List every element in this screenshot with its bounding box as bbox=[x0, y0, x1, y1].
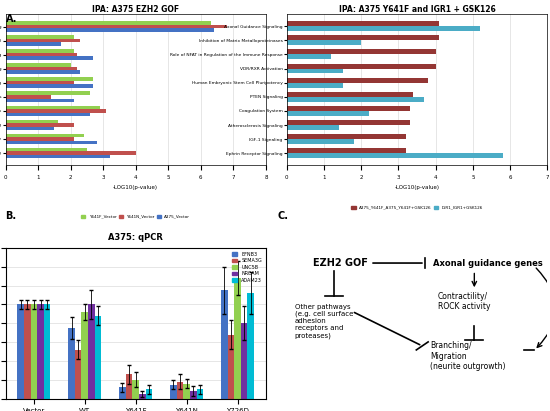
Bar bbox=[6, 63, 70, 67]
Bar bbox=[287, 49, 436, 54]
Bar bbox=[234, 278, 241, 399]
Bar bbox=[6, 155, 109, 158]
Bar bbox=[190, 391, 196, 399]
Title: IPA: A375 EZH2 GOF: IPA: A375 EZH2 GOF bbox=[92, 5, 179, 14]
Bar bbox=[6, 35, 74, 39]
Bar bbox=[133, 380, 139, 399]
Bar bbox=[287, 148, 406, 153]
Bar bbox=[6, 141, 97, 144]
Bar bbox=[287, 21, 439, 26]
Bar bbox=[6, 39, 80, 42]
X-axis label: -LOG10(p-value): -LOG10(p-value) bbox=[113, 185, 158, 190]
Bar bbox=[75, 350, 81, 399]
Bar bbox=[287, 64, 436, 69]
Bar bbox=[6, 67, 77, 70]
Text: A.: A. bbox=[6, 14, 17, 24]
Bar bbox=[6, 92, 90, 95]
Bar bbox=[228, 335, 234, 399]
Bar bbox=[6, 120, 58, 123]
Text: C.: C. bbox=[278, 211, 289, 221]
Bar bbox=[177, 382, 183, 399]
Text: B.: B. bbox=[6, 211, 16, 221]
Bar bbox=[18, 305, 24, 399]
Bar bbox=[170, 385, 177, 399]
Legend: EFNB3, SEMA3G, UNC5B, NRCAM, ADAM23: EFNB3, SEMA3G, UNC5B, NRCAM, ADAM23 bbox=[231, 250, 263, 284]
Text: EZH2 GOF: EZH2 GOF bbox=[313, 258, 368, 268]
Bar bbox=[146, 389, 152, 399]
Bar bbox=[287, 120, 410, 125]
Bar bbox=[6, 56, 94, 60]
Bar bbox=[37, 305, 44, 399]
Legend: Y641F_Vector, Y641N_Vector, A375_Vector: Y641F_Vector, Y641N_Vector, A375_Vector bbox=[80, 213, 192, 220]
Bar bbox=[6, 109, 107, 113]
Bar bbox=[126, 374, 133, 399]
Text: Contractility/
ROCK activity: Contractility/ ROCK activity bbox=[438, 292, 491, 311]
Bar bbox=[287, 83, 343, 88]
Bar bbox=[6, 95, 51, 99]
Bar bbox=[119, 388, 126, 399]
Bar bbox=[287, 97, 425, 102]
Legend: A375_Y641F_A375_Y641F+GSK126, IGR1_IGR1+GSK126: A375_Y641F_A375_Y641F+GSK126, IGR1_IGR1+… bbox=[350, 204, 484, 211]
Bar bbox=[287, 134, 406, 139]
Bar bbox=[6, 134, 84, 137]
Bar bbox=[287, 92, 413, 97]
Title: A375: qPCR: A375: qPCR bbox=[108, 233, 163, 242]
Bar bbox=[6, 99, 74, 102]
Bar bbox=[287, 40, 361, 45]
Bar bbox=[248, 293, 254, 399]
Bar bbox=[196, 389, 203, 399]
X-axis label: -LOG10(p-value): -LOG10(p-value) bbox=[394, 185, 439, 190]
Bar bbox=[6, 137, 74, 141]
Bar bbox=[6, 151, 136, 155]
Bar bbox=[88, 305, 95, 399]
Bar bbox=[6, 53, 77, 56]
Text: Branching/
Migration
(neurite outgrowth): Branching/ Migration (neurite outgrowth) bbox=[430, 342, 505, 371]
Bar bbox=[287, 106, 410, 111]
Bar bbox=[6, 42, 61, 46]
Bar bbox=[6, 49, 74, 53]
Bar bbox=[6, 28, 214, 32]
Bar bbox=[31, 305, 37, 399]
Title: IPA: A375 Y641F and IGR1 + GSK126: IPA: A375 Y641F and IGR1 + GSK126 bbox=[339, 5, 496, 14]
Bar bbox=[44, 305, 51, 399]
Bar bbox=[287, 35, 439, 40]
Bar bbox=[139, 394, 146, 399]
Bar bbox=[6, 113, 90, 116]
Bar bbox=[287, 26, 480, 31]
Bar bbox=[6, 21, 211, 25]
Bar bbox=[6, 123, 74, 127]
Bar bbox=[6, 81, 74, 85]
FancyArrowPatch shape bbox=[536, 268, 550, 347]
Bar bbox=[183, 383, 190, 399]
Bar bbox=[24, 305, 31, 399]
Bar bbox=[221, 290, 228, 399]
Text: Axonal guidance genes: Axonal guidance genes bbox=[433, 259, 542, 268]
Bar bbox=[95, 316, 101, 399]
Bar bbox=[287, 78, 428, 83]
Bar bbox=[287, 111, 368, 116]
Bar bbox=[6, 77, 94, 81]
Bar bbox=[287, 125, 339, 130]
Bar bbox=[287, 54, 332, 59]
Bar bbox=[287, 69, 343, 74]
Bar bbox=[6, 25, 227, 28]
Text: Other pathways
(e.g. cell surface
adhesion
receptors and
proteases): Other pathways (e.g. cell surface adhesi… bbox=[295, 304, 353, 339]
Bar bbox=[6, 106, 100, 109]
Bar bbox=[287, 139, 354, 144]
Bar bbox=[6, 127, 54, 130]
Bar bbox=[287, 153, 503, 158]
Bar bbox=[6, 85, 94, 88]
Bar bbox=[6, 70, 80, 74]
Bar bbox=[68, 328, 75, 399]
Bar bbox=[241, 323, 248, 399]
Bar bbox=[6, 148, 87, 151]
Bar bbox=[81, 312, 88, 399]
